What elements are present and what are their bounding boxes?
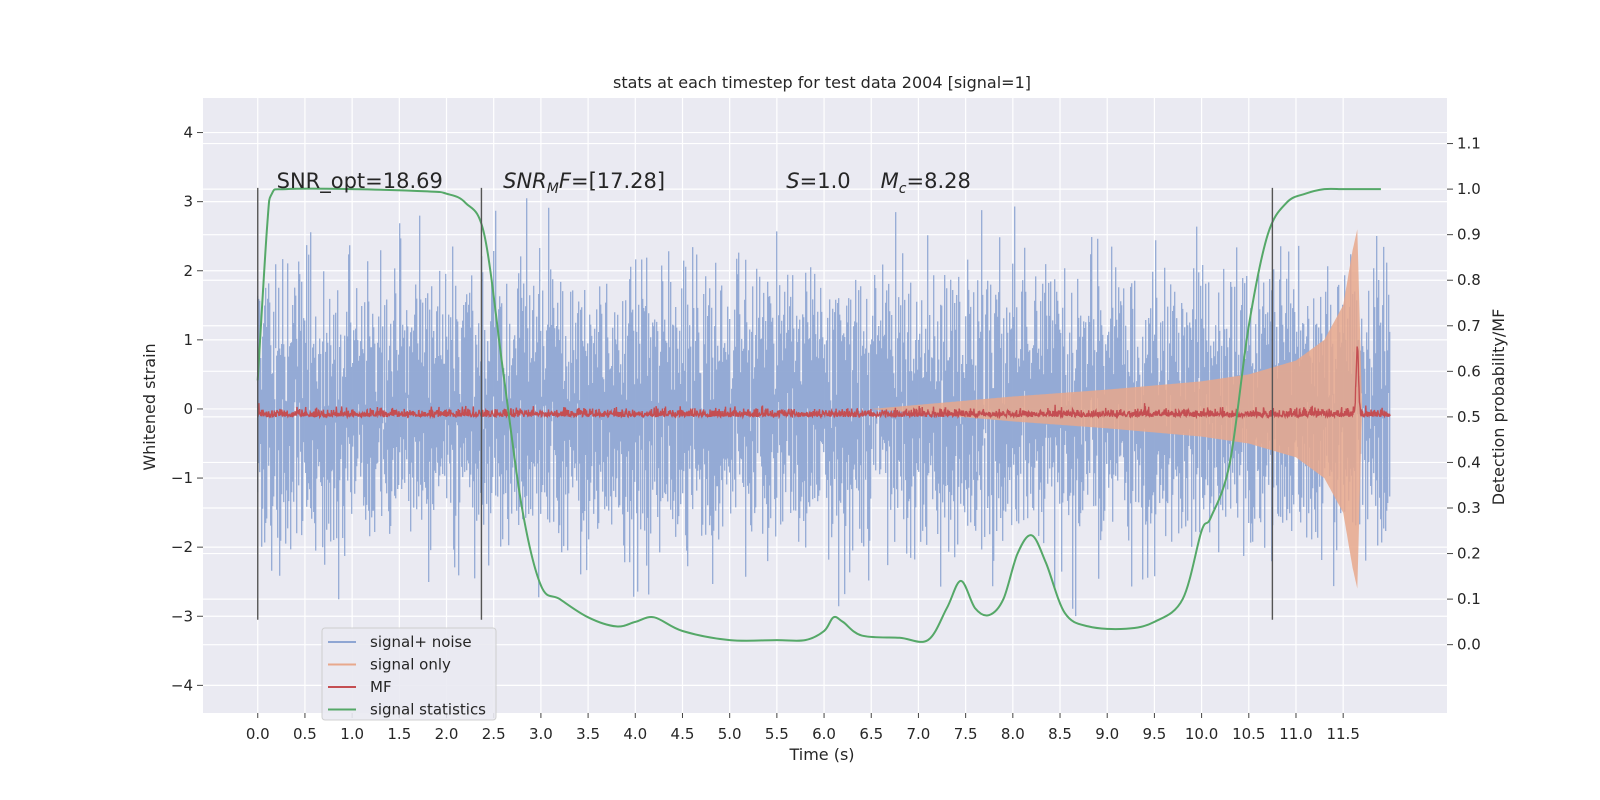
y2-tick-label: 0.8 [1457,271,1481,289]
annotation: S=1.0 [786,169,850,193]
x-tick-label: 9.0 [1095,725,1119,743]
x-tick-label: 4.0 [623,725,647,743]
y2-tick-label: 0.6 [1457,362,1481,380]
y-tick-label: 4 [183,124,193,142]
series-mf [257,346,1391,420]
y-tick-label: 1 [183,331,193,349]
x-tick-label: 8.0 [1001,725,1025,743]
y-tick-label: −3 [171,607,193,625]
y-tick-label: −4 [171,676,193,694]
x-tick-label: 8.5 [1048,725,1072,743]
x-tick-label: 2.0 [435,725,459,743]
y2-tick-label: 0.5 [1457,408,1481,426]
y2-axis-label: Detection probability/MF [1489,309,1508,506]
chart-title: stats at each timestep for test data 200… [613,73,1031,92]
annotation-layer: SNR_opt=18.69 SNRMF=[17.28] S=1.0 Mc=8.28 [277,169,971,197]
y2-tick-label: 0.2 [1457,545,1481,563]
x-tick-label: 2.5 [482,725,506,743]
annotation: Mc=8.28 [881,169,971,197]
y-tick-label: −1 [171,469,193,487]
y-axis-label: Whitened strain [140,343,159,470]
legend-entry: signal statistics [370,701,486,719]
y-tick-label: 3 [183,193,193,211]
data-layer [256,187,1391,643]
x-tick-label: 3.0 [529,725,553,743]
x-tick-label: 11.5 [1326,725,1359,743]
y2-tick-label: 0.0 [1457,636,1481,654]
x-tick-label: 0.0 [246,725,270,743]
y2-tick-label: 0.3 [1457,499,1481,517]
annotation: SNR_opt=18.69 [277,169,443,194]
x-tick-label: 9.5 [1142,725,1166,743]
x-tick-label: 4.5 [671,725,695,743]
y2-tick-label: 0.1 [1457,590,1481,608]
y2-tick-label: 1.0 [1457,180,1481,198]
legend-entry: MF [370,678,392,696]
legend-entry: signal only [370,656,451,674]
y2-tick-label: 0.7 [1457,317,1481,335]
x-tick-label: 5.0 [718,725,742,743]
axis-layer: 0.0 0.5 1.0 1.5 2.0 2.5 3.0 3.5 4.0 4.5 5.0 5.5 6.0 6… [171,124,1481,743]
y-tick-label: 2 [183,262,193,280]
x-tick-label: 6.0 [812,725,836,743]
y2-tick-label: 0.4 [1457,453,1481,471]
series-signal-only [871,229,1367,589]
x-tick-label: 0.5 [293,725,317,743]
legend-box [321,627,497,721]
x-tick-label: 6.5 [859,725,883,743]
y-tick-label: −2 [171,538,193,556]
x-axis-label: Time (s) [788,745,854,764]
x-tick-label: 7.0 [907,725,931,743]
x-tick-label: 10.5 [1232,725,1265,743]
legend: signal+ noise signal only MF signal statist… [321,627,497,721]
legend-entry: signal+ noise [370,633,472,651]
x-tick-label: 1.0 [340,725,364,743]
y2-tick-label: 0.9 [1457,226,1481,244]
x-tick-label: 7.5 [954,725,978,743]
y2-tick-label: 1.1 [1457,135,1481,153]
x-tick-label: 10.0 [1185,725,1218,743]
x-tick-label: 11.0 [1279,725,1312,743]
x-tick-label: 5.5 [765,725,789,743]
x-tick-label: 1.5 [387,725,411,743]
y-tick-label: 0 [183,400,193,418]
annotation: SNRMF=[17.28] [503,169,665,197]
x-tick-label: 3.5 [576,725,600,743]
